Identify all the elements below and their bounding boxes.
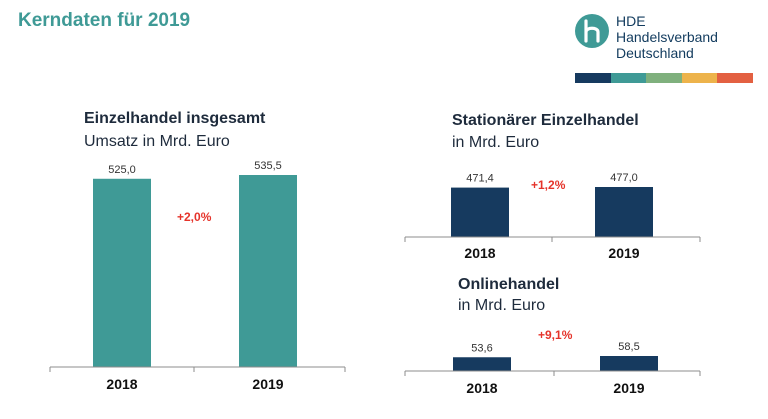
page-title: Kerndaten für 2019	[18, 10, 191, 31]
online-category-label-2019: 2019	[613, 380, 644, 396]
einzelhandel-chart: 525,0 2018 535,5 2019	[49, 160, 346, 392]
strip-segment-4	[681, 73, 718, 83]
online-value-label-2019: 58,5	[618, 341, 639, 353]
logo-text: HDE Handelsverband Deutschland	[616, 13, 718, 61]
online-bar-2019	[600, 356, 658, 371]
stationaer-category-label-2019: 2019	[608, 245, 639, 261]
hde-logo: HDE Handelsverband Deutschland	[575, 12, 755, 86]
strip-segment-1	[575, 73, 611, 83]
stationaer-chart: 471,4 2018 477,0 2019	[404, 172, 701, 261]
stationaer-value-label-2018: 471,4	[466, 173, 494, 185]
stationaer-bar-2018	[451, 187, 509, 237]
logo-line-handelsverband: Handelsverband	[616, 29, 718, 45]
einzelhandel-bar-2018	[93, 178, 151, 367]
logo-h-glyph	[584, 19, 600, 43]
online-title: Onlinehandel	[458, 276, 560, 293]
einzelhandel-category-label-2019: 2019	[252, 376, 283, 392]
stationaer-bar-2019	[595, 187, 653, 237]
stationaer-change-label: +1,2%	[531, 178, 566, 192]
hde-logo-icon	[575, 14, 609, 48]
online-value-label-2018: 53,6	[471, 342, 492, 354]
logo-line-deutschland: Deutschland	[616, 45, 694, 61]
stationaer-subtitle: in Mrd. Euro	[452, 134, 540, 151]
logo-line-hde: HDE	[616, 13, 646, 29]
einzelhandel-value-label-2018: 525,0	[108, 164, 136, 176]
logo-color-strip	[575, 73, 753, 83]
logo-circle	[575, 14, 609, 48]
strip-segment-5	[717, 73, 753, 83]
stationaer-value-label-2019: 477,0	[610, 172, 638, 184]
einzelhandel-bar-2019	[239, 175, 297, 367]
einzelhandel-category-label-2018: 2018	[106, 376, 137, 392]
online-chart: 53,6 2018 58,5 2019	[404, 341, 701, 396]
online-bar-2018	[453, 357, 511, 371]
strip-segment-2	[610, 73, 647, 83]
stationaer-category-label-2018: 2018	[464, 245, 495, 261]
einzelhandel-value-label-2019: 535,5	[254, 160, 282, 172]
online-change-label: +9,1%	[538, 328, 573, 342]
einzelhandel-title: Einzelhandel insgesamt	[84, 110, 266, 127]
stationaer-title: Stationärer Einzelhandel	[452, 112, 639, 129]
online-category-label-2018: 2018	[466, 380, 497, 396]
einzelhandel-subtitle: Umsatz in Mrd. Euro	[84, 133, 230, 150]
online-subtitle: in Mrd. Euro	[458, 297, 546, 314]
strip-segment-3	[646, 73, 682, 83]
einzelhandel-change-label: +2,0%	[177, 210, 212, 224]
